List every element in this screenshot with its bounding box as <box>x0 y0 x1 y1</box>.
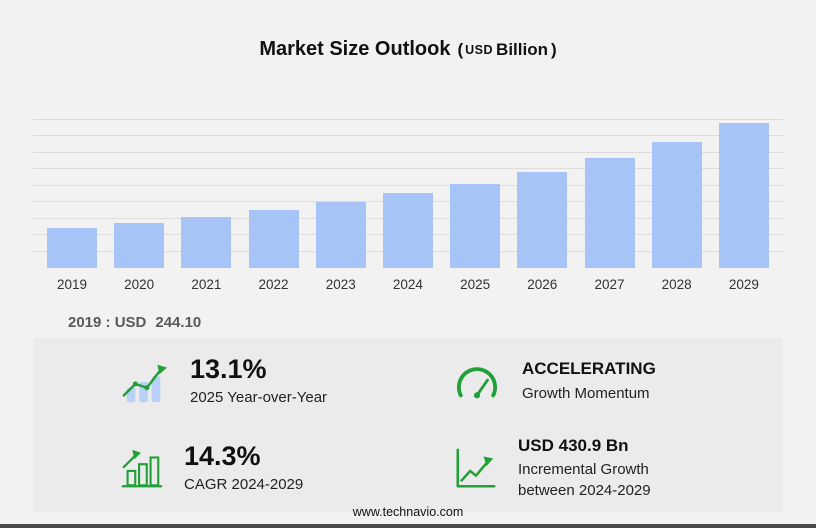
stat-label-incremental: Incremental Growth between 2024-2029 <box>518 461 651 499</box>
gridline <box>33 184 783 186</box>
bar-2027 <box>584 158 635 268</box>
stat-momentum: ACCELERATING Growth Momentum <box>408 338 783 425</box>
bar-2029 <box>718 122 769 268</box>
cagr-bar-chart-icon <box>118 446 164 492</box>
x-axis-label-2025: 2025 <box>460 277 491 292</box>
title-paren-close: ) <box>551 40 557 59</box>
x-axis-label-2019: 2019 <box>56 277 88 292</box>
bar-2020 <box>114 222 165 268</box>
market-size-chart: 2019 2020 2021 2022 2023 2024 2025 2026 2027 2028… <box>33 119 783 292</box>
x-axis-label-2022: 2022 <box>258 277 289 292</box>
speedometer-icon <box>452 361 502 403</box>
footer: www.technavio.com <box>0 505 816 519</box>
bar-2024 <box>382 193 433 268</box>
bar-2026 <box>517 172 568 268</box>
bar-2023 <box>315 202 366 268</box>
bar-2022 <box>248 209 299 268</box>
base-year-value: 244.10 <box>155 314 202 331</box>
title-unit: Billion <box>496 40 548 59</box>
plot-area <box>33 119 783 268</box>
x-axis-label-2029: 2029 <box>728 277 759 292</box>
stat-label-momentum: Growth Momentum <box>522 384 650 402</box>
bar-2019 <box>47 227 97 268</box>
stat-yoy-growth: 13.1% 2025 Year-over-Year <box>33 338 408 425</box>
x-axis-label-2023: 2023 <box>325 277 356 292</box>
stat-value-momentum: ACCELERATING <box>522 359 656 379</box>
x-axis-label-2021: 2021 <box>191 277 222 292</box>
yoy-growth-bars-icon <box>118 359 170 405</box>
x-axis-labels: 2019 2020 2021 2022 2023 2024 2025 2026 2027 2028… <box>33 277 783 292</box>
bars-row <box>33 120 783 268</box>
base-year-label: 2019 : USD <box>68 314 147 331</box>
incremental-growth-chart-icon <box>452 446 498 492</box>
stats-panel: 13.1% 2025 Year-over-Year ACCELERATING G… <box>33 338 783 512</box>
x-axis-label-2024: 2024 <box>392 277 423 292</box>
bar-2028 <box>651 141 702 268</box>
x-axis-label-2027: 2027 <box>594 277 625 292</box>
stat-label-yoy: 2025 Year-over-Year <box>190 388 328 406</box>
stat-value-yoy: 13.1% <box>190 354 267 385</box>
bar-2025 <box>450 183 501 268</box>
gridline <box>33 151 783 153</box>
bottom-bar <box>0 524 816 528</box>
gridline <box>33 119 783 120</box>
stat-value-incremental: USD 430.9 Bn <box>518 436 629 456</box>
x-axis-label-2028: 2028 <box>661 277 692 292</box>
page-title: Market Size Outlook (USD Billion) <box>0 38 816 61</box>
x-axis-label-2020: 2020 <box>124 277 155 292</box>
stat-cagr: 14.3% CAGR 2024-2029 <box>33 425 408 512</box>
bar-2021 <box>181 216 232 268</box>
title-currency: USD <box>465 43 494 57</box>
gridline <box>33 168 783 170</box>
stat-incremental-growth: USD 430.9 Bn Incremental Growth between … <box>408 425 783 512</box>
website-link[interactable]: www.technavio.com <box>352 505 464 519</box>
base-year-annotation: 2019 : USD 244.10 <box>68 314 201 331</box>
title-paren-open: ( <box>457 40 464 59</box>
x-axis-label-2026: 2026 <box>527 277 558 292</box>
gridline <box>33 135 783 137</box>
stat-label-cagr: CAGR 2024-2029 <box>184 475 304 493</box>
stat-value-cagr: 14.3% <box>184 441 261 472</box>
page-title-text: Market Size Outlook <box>259 38 451 60</box>
